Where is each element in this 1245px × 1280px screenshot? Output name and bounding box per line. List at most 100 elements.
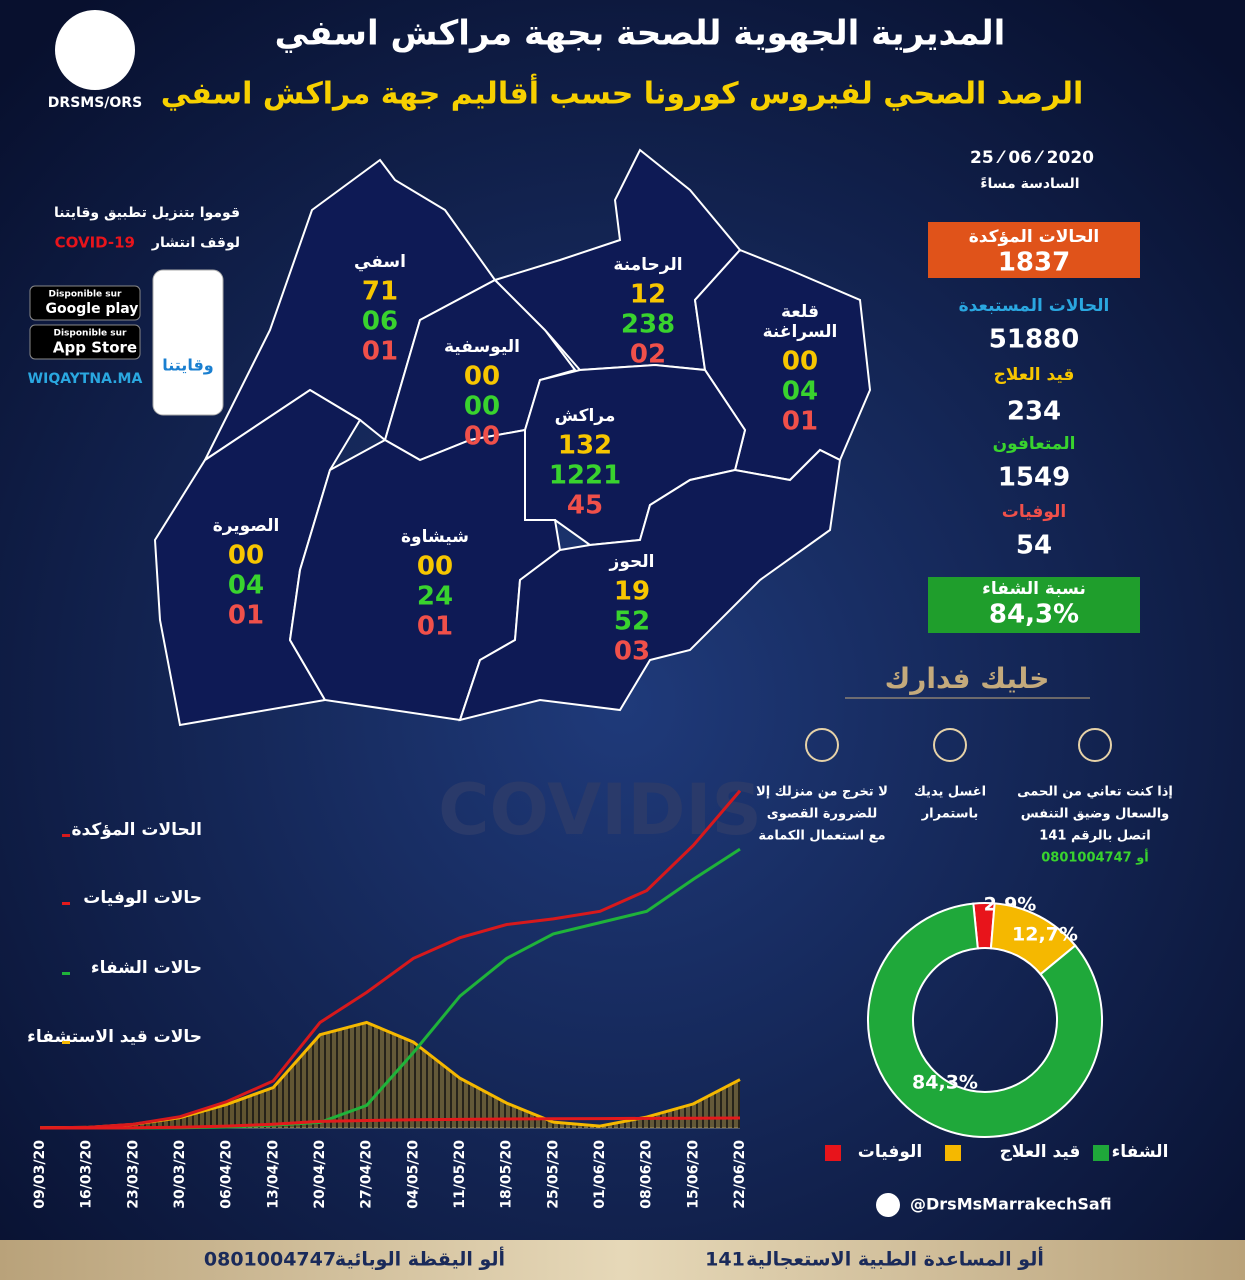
donut-label: 12,7% [1012, 924, 1078, 946]
tip-icon [805, 728, 839, 762]
x-tick-label: 25/05/20 [545, 1140, 561, 1209]
legend-label: الحالات المؤكدة [71, 820, 202, 840]
epi-label: ألو اليقظة الوبائية [335, 1247, 505, 1271]
x-tick-label: 18/05/20 [499, 1140, 515, 1209]
legend-label: حالات الشفاء [91, 958, 202, 978]
province-value: 01 [362, 337, 398, 367]
x-tick-label: 20/04/20 [312, 1140, 328, 1209]
epi: 0801004747 [204, 1249, 336, 1271]
title: المديرية الجهوية للصحة بجهة مراكش اسفي [275, 14, 1006, 54]
x-tick-label: 04/05/20 [405, 1140, 421, 1209]
stat-value: 1549 [998, 463, 1070, 493]
province-value: 00 [228, 541, 264, 571]
stat-value: 51880 [989, 325, 1079, 355]
recovery-box [928, 577, 1140, 633]
x-tick-label: 15/06/20 [685, 1140, 701, 1209]
hotline: 141 [705, 1249, 745, 1271]
x-tick-label: 22/06/20 [732, 1140, 748, 1209]
social: @DrsMsMarrakechSafi [910, 1195, 1112, 1214]
province-name: مراكش [555, 406, 616, 426]
stat-label: الوفيات [1002, 502, 1066, 522]
province-value: 19 [614, 577, 650, 607]
x-tick-label: 08/06/20 [639, 1140, 655, 1209]
x-tick-label: 11/05/20 [452, 1140, 468, 1209]
province-value: 00 [464, 362, 500, 392]
donut-legend-label: الشفاء [1112, 1142, 1169, 1162]
app-text: لوقف انتشار [151, 235, 240, 251]
x-tick-label: 13/04/20 [265, 1140, 281, 1209]
legend-swatch [62, 1041, 70, 1044]
province-name: قلعة [781, 302, 819, 322]
province-value: 00 [782, 347, 818, 377]
province-name: الصويرة [213, 516, 280, 536]
tip-icon [1078, 728, 1112, 762]
phone [152, 269, 224, 416]
donut-legend-swatch [1093, 1145, 1109, 1161]
x-tick-label: 01/06/20 [592, 1140, 608, 1209]
stat-label: المتعافون [993, 434, 1076, 454]
badge-small: Disponible sur [49, 290, 123, 300]
facebook-icon [876, 1193, 900, 1217]
x-tick-label: 16/03/20 [79, 1140, 95, 1209]
donut-label: 84,3% [912, 1072, 978, 1094]
province-value: 06 [362, 307, 398, 337]
province-value: 04 [228, 571, 264, 601]
hotline-label: ألو المساعدة الطبية الاستعجالية [746, 1247, 1044, 1271]
x-tick-label: 06/04/20 [219, 1140, 235, 1209]
app-name: وقايتنا [162, 356, 214, 375]
province-name: اسفي [354, 252, 406, 272]
province-value: 02 [630, 340, 666, 370]
province-value: 01 [228, 601, 264, 631]
province-name: شيشاوة [401, 527, 469, 547]
tip-icon [933, 728, 967, 762]
site: WIQAYTNA.MA [28, 371, 143, 387]
watermark: COVIDIS [438, 769, 762, 851]
badge-small: Disponible sur [54, 329, 128, 339]
x-tick-label: 27/04/20 [359, 1140, 375, 1209]
stat-label: نسبة الشفاء [982, 579, 1086, 599]
tip-line: أو 0801004747 [1041, 849, 1149, 866]
province-value: 04 [782, 377, 818, 407]
donut-legend-label: قيد العلاج [1000, 1142, 1081, 1162]
stat-value: 234 [1007, 397, 1061, 427]
hospitalized-area [40, 1022, 740, 1128]
tip-line: اتصل بالرقم 141 [1039, 829, 1150, 844]
legend-swatch [62, 902, 70, 905]
tip-line: مع استعمال الكمامة [758, 829, 885, 844]
province-value: 00 [464, 392, 500, 422]
apple-badge [29, 324, 141, 360]
x-tick-label: 30/03/20 [172, 1140, 188, 1209]
province-value: 00 [417, 552, 453, 582]
province-value: 238 [621, 310, 675, 340]
logo-label: DRSMS/ORS [48, 95, 142, 111]
legend-label: حالات الوفيات [83, 888, 202, 908]
confirmed-box [928, 222, 1140, 278]
date: 25 ⁄ 06 ⁄ 2020 [970, 148, 1094, 168]
province-value: 01 [782, 407, 818, 437]
province-name: الرحامنة [613, 255, 682, 275]
province-value: 71 [362, 277, 398, 307]
tip-line: باستمرار [921, 807, 979, 822]
tip-line: اغسل يديك [914, 785, 986, 800]
legend-swatch [62, 834, 70, 837]
x-tick-label: 09/03/20 [32, 1140, 48, 1209]
donut-slice [867, 902, 1103, 1138]
province-value: 03 [614, 637, 650, 667]
tips-title: خليك فدارك [885, 662, 1050, 695]
tip-line: لا تخرج من منزلك إلا [756, 785, 888, 800]
province-value: 00 [464, 422, 500, 452]
tip-line: إذا كنت تعاني من الحمى [1017, 785, 1173, 800]
app-text: قوموا بتنزيل تطبيق وقايتنا [54, 205, 240, 221]
donut-legend-label: الوفيات [858, 1142, 922, 1162]
stat-label: الحالات المستبعدة [959, 296, 1110, 316]
province-value: 24 [417, 582, 453, 612]
subtitle: الرصد الصحي لفيروس كورونا حسب أقاليم جهة… [161, 74, 1084, 112]
province-name: اليوسفية [444, 337, 520, 357]
google-badge [29, 285, 141, 321]
logo [55, 10, 135, 90]
donut-legend-swatch [825, 1145, 841, 1161]
stat-value: 1837 [998, 248, 1070, 278]
province-value: 52 [614, 607, 650, 637]
